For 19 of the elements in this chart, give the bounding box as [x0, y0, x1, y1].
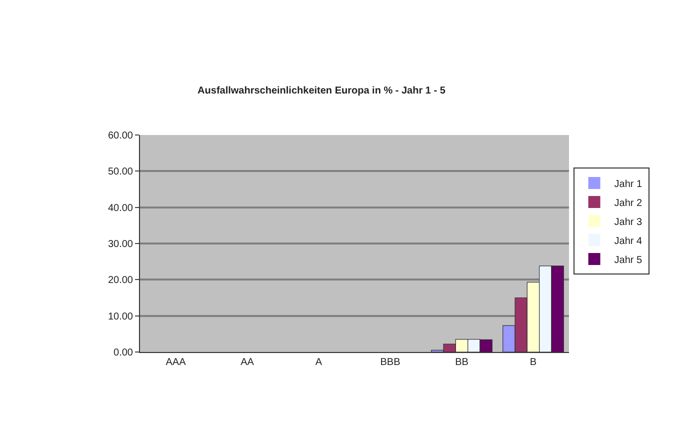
legend-label: Jahr 5 [614, 254, 643, 266]
legend-label: Jahr 3 [614, 216, 643, 228]
x-tick-label: BBB [380, 357, 401, 368]
y-tick-label: 30.00 [108, 239, 134, 250]
y-tick-label: 60.00 [108, 130, 134, 142]
legend-label: Jahr 2 [614, 198, 643, 209]
x-tick-label: AA [240, 357, 254, 368]
y-tick-label: 50.00 [108, 166, 134, 178]
x-tick-label: A [315, 357, 322, 368]
legend-label: Jahr 1 [614, 178, 643, 190]
y-tick-label: 0.00 [114, 348, 134, 358]
x-tick-label: AAA [166, 357, 186, 368]
legend-label: Jahr 4 [614, 236, 643, 247]
x-tick-label: BB [455, 357, 469, 368]
x-tick-label: B [530, 357, 537, 368]
chart-title: Ausfallwahrscheinlichkeiten Europa in % - Jahr 1 - 5 [198, 85, 446, 96]
y-tick-label: 20.00 [108, 275, 134, 286]
y-tick-label: 40.00 [108, 202, 134, 214]
y-tick-label: 10.00 [108, 311, 134, 322]
